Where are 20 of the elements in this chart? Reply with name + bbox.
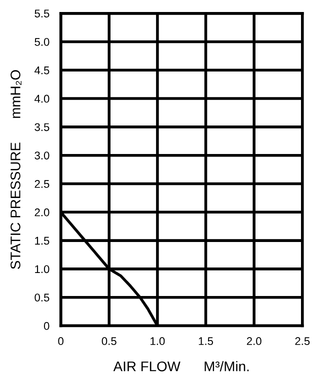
x-tick-label: 2.0 (246, 337, 262, 346)
y-tick-label: 1.5 (35, 236, 50, 245)
y-tick-label: 5.5 (34, 10, 50, 18)
y-axis-title: STATIC PRESSURE mmH₂O (10, 70, 22, 269)
y-tick-label: 3.5 (34, 123, 50, 132)
y-tick-label: 3.0 (34, 152, 50, 160)
x-tick-label: 1.5 (198, 337, 214, 346)
x-tick-label: 2.5 (295, 337, 310, 346)
y-tick-label: 2.5 (34, 180, 50, 188)
y-tick-label: 2.0 (34, 208, 50, 216)
x-tick-label: 1.0 (150, 337, 165, 346)
x-tick-label: 0 (58, 337, 64, 346)
y-tick-label: 4.5 (34, 66, 50, 74)
y-tick-label: 0.5 (34, 294, 50, 302)
y-tick-label: 4.0 (34, 94, 50, 103)
y-tick-label: 5.0 (34, 38, 50, 46)
x-axis-title: AIR FLOW M³/Min. (113, 361, 249, 372)
x-tick-label: 0.5 (102, 337, 116, 346)
y-tick-label: 0 (44, 322, 50, 330)
y-tick-label: 1.0 (35, 265, 50, 274)
